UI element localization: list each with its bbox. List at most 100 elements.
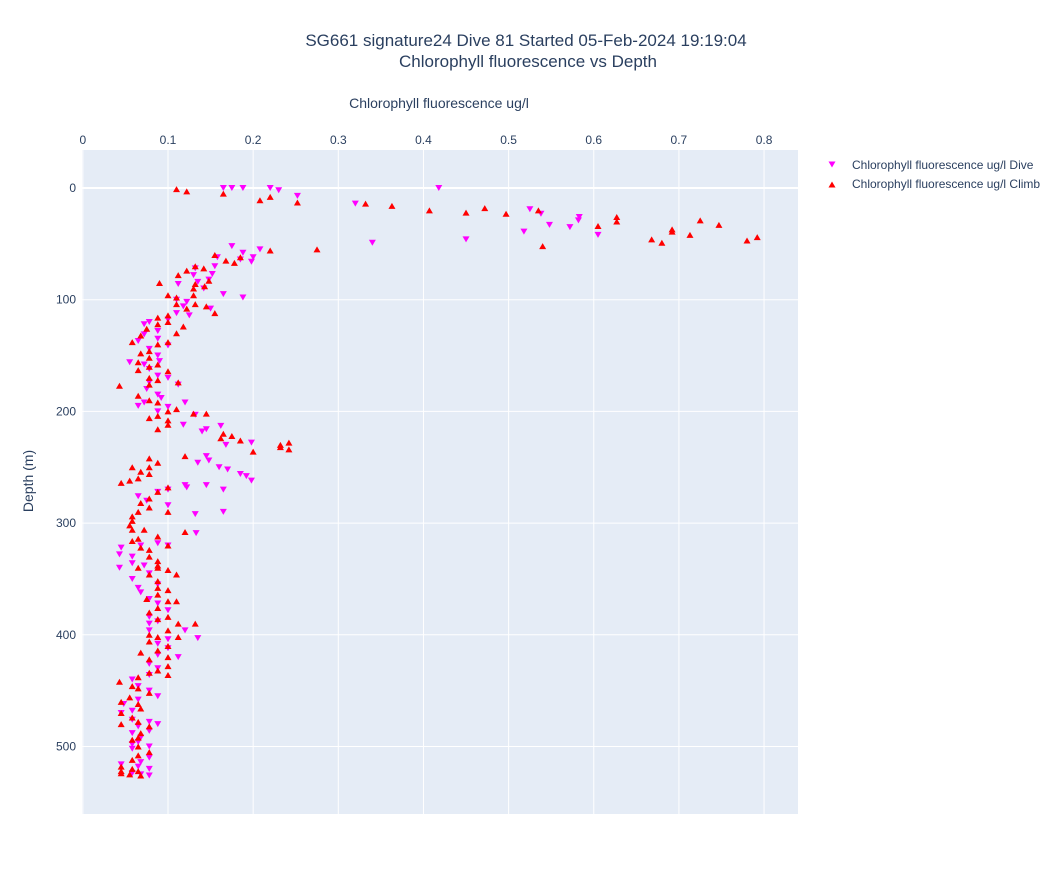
legend[interactable]: Chlorophyll fluorescence ug/l Dive Chlor… [828, 158, 1041, 191]
climb-point [219, 190, 227, 197]
climb-point [143, 596, 151, 603]
dive-point [145, 765, 153, 772]
dive-point [154, 693, 162, 700]
climb-point [164, 654, 172, 661]
dive-point [194, 635, 202, 642]
climb-point [128, 683, 136, 690]
dive-point [183, 298, 191, 305]
dive-point [155, 358, 163, 365]
climb-point [126, 477, 134, 484]
climb-point [190, 410, 198, 417]
climb-point [134, 359, 142, 366]
climb-point [191, 620, 199, 627]
legend-dive-label: Chlorophyll fluorescence ug/l Dive [852, 158, 1034, 172]
climb-point [154, 361, 162, 368]
dive-point [249, 254, 257, 261]
climb-point [173, 301, 181, 308]
dive-point [140, 562, 148, 569]
dive-point [202, 426, 210, 433]
climb-point [236, 254, 244, 261]
climb-point [128, 339, 136, 346]
climb-point [154, 584, 162, 591]
dive-point [145, 620, 153, 627]
dive-point [435, 185, 443, 191]
climb-point [154, 564, 162, 571]
climb-point [164, 417, 172, 424]
climb-point [164, 663, 172, 670]
dive-point [145, 319, 153, 326]
dive-point [181, 399, 189, 406]
climb-point [173, 598, 181, 605]
dive-point [219, 486, 227, 493]
dive-point [154, 600, 162, 607]
dive-point [154, 372, 162, 379]
climb-point [191, 301, 199, 308]
dive-point [594, 231, 602, 238]
y-axis-title: Depth (m) [20, 450, 36, 512]
climb-point [285, 439, 293, 446]
climb-point [155, 279, 163, 286]
dive-point [545, 221, 553, 228]
chart-title: SG661 signature24 Dive 81 Started 05-Feb… [305, 31, 746, 50]
climb-point [126, 522, 134, 529]
climb-point [164, 598, 172, 605]
dive-point [126, 359, 134, 366]
climb-point [658, 239, 666, 246]
climb-point [164, 627, 172, 634]
climb-point [211, 252, 219, 259]
climb-point [128, 464, 136, 471]
climb-point [145, 553, 153, 560]
climb-point [686, 231, 694, 238]
dive-point [154, 721, 162, 728]
legend-item-dive[interactable]: Chlorophyll fluorescence ug/l Dive [828, 158, 1034, 172]
climb-point [134, 734, 142, 741]
climb-point [502, 210, 510, 217]
dive-point [566, 224, 574, 231]
dive-point [368, 239, 376, 246]
climb-point [134, 367, 142, 374]
climb-point [173, 186, 181, 193]
dive-point [128, 707, 136, 714]
dive-point [239, 185, 247, 191]
dive-point [154, 408, 162, 415]
climb-point [128, 513, 136, 520]
dive-point [190, 272, 198, 279]
legend-item-climb[interactable]: Chlorophyll fluorescence ug/l Climb [828, 177, 1041, 191]
climb-point [164, 508, 172, 515]
climb-point [388, 202, 396, 209]
climb-point [145, 381, 153, 388]
dive-point [574, 217, 582, 224]
climb-point [154, 667, 162, 674]
climb-point [228, 432, 236, 439]
dive-point [191, 511, 199, 518]
climb-point [134, 718, 142, 725]
climb-point [154, 488, 162, 495]
climb-point [145, 504, 153, 511]
climb-point [181, 453, 189, 460]
x-tick-label: 0.5 [500, 133, 517, 147]
climb-point [145, 749, 153, 756]
climb-point [134, 685, 142, 692]
climb-point [154, 314, 162, 321]
dive-point [128, 560, 136, 567]
climb-point [205, 277, 213, 284]
data-markers [115, 185, 761, 779]
climb-point [134, 743, 142, 750]
climb-point [219, 430, 227, 437]
climb-point [145, 689, 153, 696]
climb-point [154, 341, 162, 348]
dive-point [154, 335, 162, 342]
climb-point [164, 368, 172, 375]
climb-point [539, 243, 547, 250]
climb-point [164, 408, 172, 415]
climb-point [117, 721, 125, 728]
dive-point [137, 759, 145, 766]
climb-point [117, 763, 125, 770]
climb-point [117, 770, 125, 777]
y-tick-label: 200 [56, 404, 76, 418]
dive-point [207, 305, 215, 312]
dive-point [228, 243, 236, 250]
climb-point [134, 701, 142, 708]
climb-point [276, 444, 284, 451]
dive-point [134, 763, 142, 770]
